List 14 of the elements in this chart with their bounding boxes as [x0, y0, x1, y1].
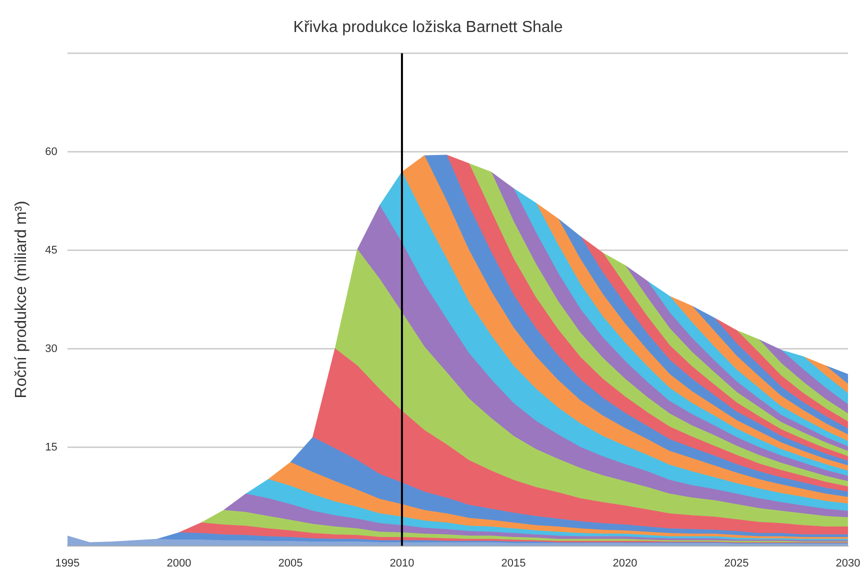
- x-tick-label: 2025: [724, 557, 749, 570]
- chart-title: Křivka produkce ložiska Barnett Shale: [293, 19, 563, 36]
- x-tick-label: 1995: [55, 557, 80, 570]
- x-tick-label: 2030: [836, 557, 860, 570]
- x-tick-label: 2010: [390, 557, 414, 570]
- x-tick-label: 2020: [612, 557, 638, 570]
- y-axis-title: Roční produkce (miliard m³): [13, 200, 30, 398]
- x-tick-label: 2005: [278, 557, 303, 570]
- y-tick-label: 60: [45, 146, 58, 158]
- x-tick-label: 2000: [166, 557, 192, 570]
- y-tick-label: 15: [45, 441, 58, 454]
- y-tick-label: 30: [45, 342, 58, 355]
- y-tick-label: 45: [45, 244, 58, 256]
- x-tick-label: 2015: [501, 557, 526, 570]
